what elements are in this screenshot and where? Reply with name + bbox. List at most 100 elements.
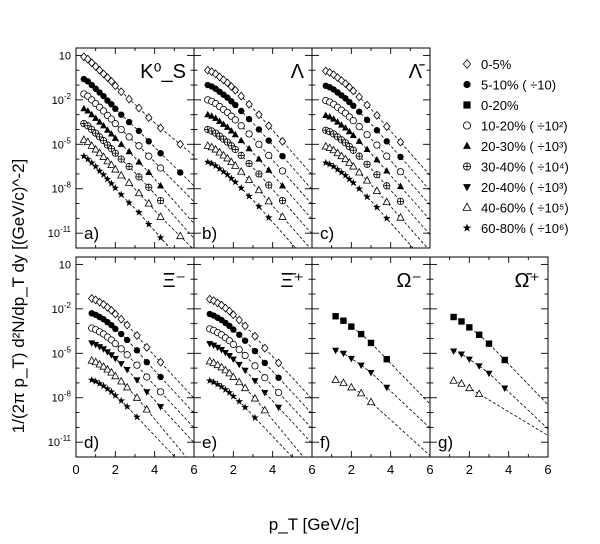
data-point	[91, 377, 100, 385]
data-point	[501, 385, 509, 392]
data-point	[373, 127, 381, 134]
particle-label: Λ	[291, 61, 305, 83]
data-point	[449, 376, 458, 384]
data-point	[156, 233, 165, 241]
data-point	[332, 313, 339, 320]
series-40-60-10	[87, 356, 187, 458]
legend-marker	[462, 223, 472, 232]
data-point	[223, 153, 232, 162]
series-40-60-10	[331, 375, 431, 456]
data-point	[213, 298, 222, 308]
fit-curve	[209, 343, 313, 444]
data-point	[245, 159, 253, 168]
data-point	[337, 168, 346, 176]
data-point	[144, 198, 153, 207]
data-point	[501, 356, 508, 364]
legend-entry: 20-40% ( ÷10³)	[463, 180, 568, 195]
data-point	[396, 212, 405, 221]
panel-b: Λb)	[193, 47, 313, 249]
series-60-80-10	[87, 375, 176, 458]
data-point	[355, 122, 363, 131]
data-point	[341, 79, 350, 89]
data-point	[241, 351, 249, 360]
data-point	[355, 184, 363, 192]
data-point	[223, 123, 231, 130]
data-point	[261, 389, 269, 397]
fit-curve	[91, 360, 187, 458]
data-point	[111, 309, 120, 319]
data-point	[348, 323, 355, 330]
data-point	[204, 65, 212, 75]
data-point	[219, 120, 228, 127]
series-0-20	[450, 313, 549, 406]
data-point	[372, 186, 382, 194]
data-point	[396, 137, 405, 147]
data-point	[231, 145, 239, 154]
legend-marker	[463, 80, 471, 89]
data-point	[117, 155, 125, 163]
data-point	[107, 76, 116, 86]
legend-entry: 5-10% ( ÷10)	[463, 78, 556, 93]
data-point	[215, 164, 224, 172]
data-point	[107, 367, 116, 376]
data-point	[203, 158, 212, 166]
fit-curve	[91, 312, 195, 414]
data-point	[212, 114, 220, 121]
data-point	[363, 131, 371, 139]
data-point	[107, 145, 116, 153]
data-point	[209, 296, 218, 306]
data-point	[457, 351, 465, 358]
data-point	[383, 167, 391, 174]
data-point	[355, 137, 363, 144]
data-point	[349, 178, 358, 187]
data-point	[356, 388, 366, 397]
data-point	[341, 171, 350, 179]
data-point	[117, 396, 126, 404]
data-point	[264, 213, 273, 221]
data-point	[135, 208, 143, 216]
data-point	[347, 382, 356, 391]
particle-label: Ξ⁻	[162, 270, 186, 292]
data-point	[99, 69, 108, 79]
fit-curve	[209, 328, 313, 429]
data-point	[231, 130, 239, 138]
data-point	[100, 121, 108, 129]
fit-curve	[209, 298, 313, 400]
data-point	[132, 393, 142, 401]
panel-label: e)	[202, 433, 217, 452]
data-point	[111, 355, 119, 363]
data-point	[157, 181, 165, 189]
data-point	[142, 404, 151, 413]
data-point	[340, 317, 347, 324]
data-point	[345, 127, 353, 135]
data-point	[345, 158, 354, 166]
data-point	[278, 167, 287, 175]
data-point	[88, 294, 96, 303]
data-point	[363, 116, 371, 124]
data-point	[382, 214, 391, 222]
data-point	[96, 118, 104, 125]
data-point	[331, 375, 340, 383]
data-point	[99, 381, 108, 390]
data-point	[111, 164, 120, 173]
data-point	[133, 361, 141, 369]
data-point	[329, 145, 338, 154]
data-point	[329, 70, 338, 80]
fit-curve	[209, 313, 313, 414]
data-point	[123, 336, 131, 344]
data-point	[337, 151, 346, 160]
data-point	[274, 388, 283, 397]
data-point	[118, 330, 125, 338]
data-point	[450, 348, 458, 355]
data-point	[135, 103, 143, 113]
data-point	[255, 170, 263, 178]
data-point	[465, 356, 473, 364]
series-20-30-10	[80, 104, 195, 224]
panel-label: a)	[84, 224, 99, 243]
panel-label: f)	[320, 433, 330, 452]
data-point	[223, 170, 232, 178]
data-point	[87, 141, 96, 149]
legend-marker	[463, 101, 471, 109]
panel-c: Λ̄ c)	[311, 47, 431, 249]
